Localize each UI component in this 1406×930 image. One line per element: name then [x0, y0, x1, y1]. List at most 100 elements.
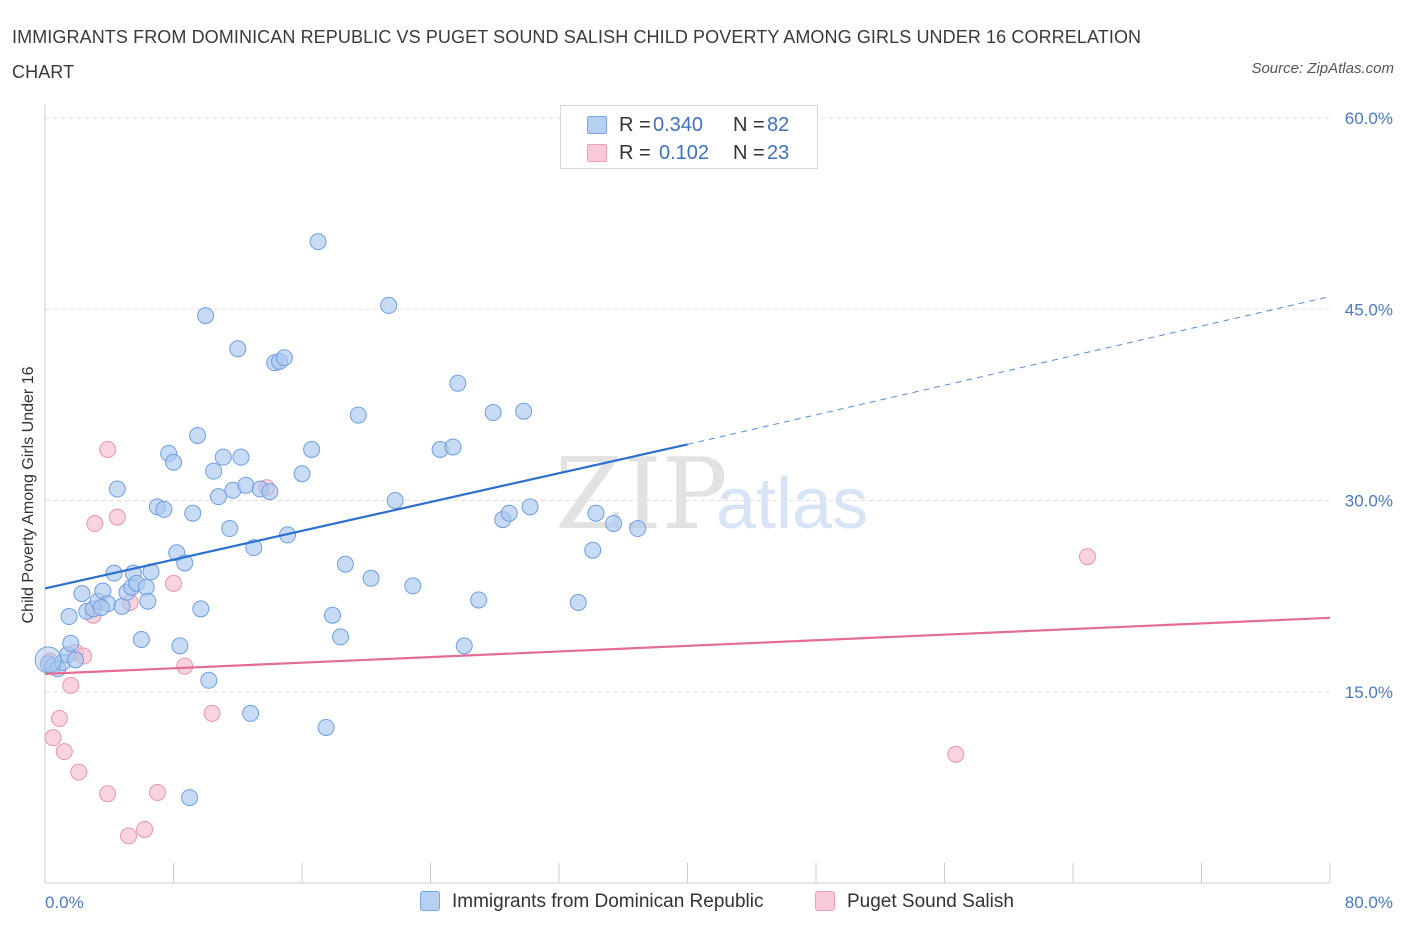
data-point-dominican — [332, 628, 350, 646]
watermark: ZIP atlas — [555, 438, 868, 552]
data-point-dominican — [232, 448, 250, 466]
data-point-dominican — [67, 651, 85, 669]
data-point-dominican — [444, 438, 462, 456]
data-point-dominican — [324, 606, 342, 624]
data-point-dominican — [189, 426, 207, 444]
source-label: Source: ZipAtlas.com — [1251, 60, 1394, 77]
legend-n-value: 23 — [767, 142, 790, 164]
data-point-salish — [176, 657, 194, 675]
correlation-legend: R = 0.340 N = 82 R = 0.102 N = 23 — [560, 105, 818, 169]
data-point-dominican — [293, 465, 311, 483]
data-point-dominican — [171, 637, 189, 655]
data-point-dominican — [309, 233, 327, 251]
data-point-salish — [947, 745, 965, 763]
data-point-salish — [120, 827, 138, 845]
legend-swatch-pink — [587, 144, 607, 162]
legend-r-label: R = — [619, 142, 651, 164]
data-point-dominican — [92, 599, 110, 617]
data-point-dominican — [336, 555, 354, 573]
data-point-dominican — [60, 608, 78, 626]
data-point-salish — [70, 763, 88, 781]
legend-n-label: N = — [733, 142, 765, 164]
data-point-dominican — [449, 374, 467, 392]
data-point-dominican — [200, 671, 218, 689]
chart-title: IMMIGRANTS FROM DOMINICAN REPUBLIC VS PU… — [12, 27, 1142, 82]
gridlines — [45, 117, 1330, 693]
data-point-salish — [86, 514, 104, 532]
data-point-dominican — [221, 520, 239, 538]
data-point-dominican — [629, 520, 647, 538]
data-point-dominican — [245, 539, 263, 557]
y-tick-label: 30.0% — [1345, 492, 1393, 511]
data-point-dominican — [242, 704, 260, 722]
legend-n-label: N = — [733, 114, 765, 136]
y-tick-label: 45.0% — [1345, 300, 1393, 319]
data-point-dominican — [229, 340, 247, 358]
data-point-salish — [55, 743, 73, 761]
data-point-salish — [108, 508, 126, 526]
data-point-dominican — [62, 634, 80, 652]
data-point-salish — [148, 783, 166, 801]
axes — [44, 104, 1331, 884]
bottom-legend-swatch-pink — [815, 891, 835, 911]
data-point-salish — [44, 729, 62, 747]
trend-line-salish — [44, 616, 1331, 675]
data-point-dominican — [455, 637, 473, 655]
data-point-dominican — [521, 498, 539, 516]
data-point-dominican — [192, 600, 210, 618]
data-point-salish — [99, 785, 117, 803]
legend-r-value: 0.340 — [653, 114, 704, 136]
x-tick-label-min: 0.0% — [45, 893, 84, 912]
data-point-dominican — [484, 404, 502, 422]
data-point-salish — [50, 710, 68, 728]
data-point-dominican — [275, 349, 293, 367]
data-point-dominican — [380, 296, 398, 314]
y-tick-label: 60.0% — [1345, 109, 1393, 128]
data-point-salish — [1078, 548, 1096, 566]
data-point-salish — [203, 704, 221, 722]
data-point-salish — [62, 676, 80, 694]
data-point-dominican — [404, 577, 422, 595]
data-point-dominican — [132, 630, 150, 648]
data-point-dominican — [569, 594, 587, 611]
data-point-dominican — [209, 488, 227, 506]
data-point-dominican — [303, 441, 321, 458]
x-tick-label-max: 80.0% — [1345, 893, 1393, 912]
data-point-dominican — [500, 504, 518, 522]
data-point-dominican — [349, 406, 367, 424]
bottom-legend-label: Puget Sound Salish — [847, 891, 1014, 912]
data-point-dominican — [155, 500, 173, 518]
data-point-dominican — [515, 402, 533, 420]
data-point-dominican — [181, 789, 199, 807]
data-point-dominican — [386, 492, 404, 509]
trend-line-dominican-extension — [687, 296, 1331, 445]
data-point-dominican — [587, 504, 605, 522]
dominican-republic-points — [34, 233, 647, 807]
data-point-salish — [165, 574, 182, 592]
y-axis-title: Child Poverty Among Girls Under 16 — [20, 366, 37, 623]
tick-labels: 15.0% 30.0% 45.0% 60.0% 0.0% 80.0% — [45, 109, 1393, 912]
data-point-dominican — [108, 480, 126, 498]
data-point-dominican — [605, 514, 623, 532]
data-point-dominican — [165, 453, 182, 471]
data-point-dominican — [197, 307, 215, 325]
trend-line-dominican — [44, 443, 688, 590]
data-point-dominican — [317, 718, 335, 736]
data-point-dominican — [261, 483, 279, 501]
data-point-dominican — [214, 448, 232, 466]
y-tick-label: 15.0% — [1345, 683, 1393, 702]
data-point-dominican — [184, 504, 202, 522]
legend-n-value: 82 — [767, 114, 790, 136]
data-point-salish — [99, 441, 117, 458]
bottom-legend-label: Immigrants from Dominican Republic — [452, 891, 764, 912]
legend-r-label: R = — [619, 114, 651, 136]
bottom-legend-swatch-blue — [420, 891, 440, 911]
data-point-salish — [136, 820, 154, 838]
data-point-dominican — [470, 591, 488, 609]
data-point-dominican — [73, 585, 91, 603]
data-point-dominican — [362, 569, 380, 587]
watermark-atlas: atlas — [716, 464, 868, 544]
data-point-dominican — [137, 578, 155, 596]
data-point-dominican — [205, 462, 223, 480]
